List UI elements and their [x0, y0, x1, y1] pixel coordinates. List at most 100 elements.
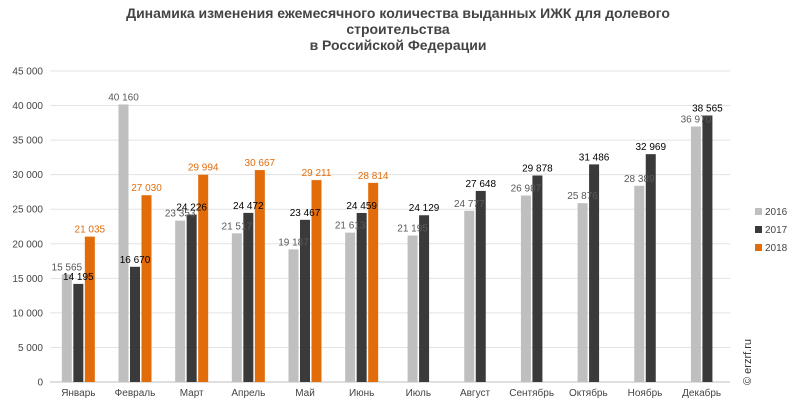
- legend-swatch-2017: [755, 226, 762, 233]
- legend: 2016 2017 2018: [755, 207, 788, 254]
- chart-title-line: Динамика изменения ежемесячного количест…: [126, 5, 670, 21]
- bar-2016: [175, 220, 186, 382]
- data-label-2018: 27 030: [131, 183, 162, 194]
- data-label-2017: 31 486: [579, 152, 610, 163]
- data-label-2018: 29 994: [188, 163, 219, 174]
- x-tick-label: Март: [180, 388, 204, 399]
- gridlines: [50, 70, 730, 383]
- data-label-2016: 40 160: [108, 92, 139, 103]
- bar-2018: [198, 174, 209, 382]
- data-label-2016: 24 777: [454, 199, 485, 210]
- data-label-2017: 38 565: [692, 103, 723, 114]
- bar-2017: [532, 175, 543, 382]
- watermark: © erzrf.ru: [742, 339, 754, 385]
- bar-2016: [118, 104, 129, 383]
- x-tick-label: Июнь: [349, 388, 374, 399]
- chart-title: Динамика изменения ежемесячного количест…: [126, 5, 670, 53]
- bar-2016: [464, 210, 475, 382]
- bar-2017: [589, 164, 600, 382]
- bar-2017: [419, 215, 430, 382]
- x-tick-label: Ноябрь: [628, 387, 663, 399]
- data-label-2017: 24 129: [409, 203, 440, 214]
- data-label-2017: 24 472: [233, 201, 264, 212]
- data-label-2017: 14 195: [63, 272, 94, 283]
- bar-2018: [254, 170, 265, 382]
- data-label-2016: 25 876: [567, 191, 598, 202]
- x-tick-label: Август: [460, 388, 491, 399]
- data-label-2017: 29 878: [522, 164, 553, 175]
- bar-2017: [186, 214, 197, 382]
- bar-2016: [288, 249, 299, 382]
- legend-label-2018: 2018: [765, 243, 788, 254]
- y-tick-label: 5 000: [18, 343, 43, 354]
- bar-2016: [407, 235, 418, 382]
- data-label-2016: 23 353: [165, 209, 196, 220]
- bar-2017: [356, 212, 367, 382]
- bar-2017: [130, 266, 140, 382]
- data-label-2016: 19 187: [278, 237, 309, 248]
- bars: [61, 104, 713, 383]
- data-label-2016: 21 195: [397, 224, 428, 235]
- y-tick-label: 35 000: [12, 136, 43, 147]
- data-label-2017: 24 226: [176, 203, 207, 214]
- data-label-2018: 30 667: [245, 158, 276, 169]
- bar-2016: [690, 126, 701, 383]
- x-tick-label: Октябрь: [569, 387, 608, 399]
- bar-2017: [645, 154, 656, 382]
- x-tick-label: Февраль: [115, 388, 156, 399]
- x-tick-label: Июль: [406, 388, 432, 399]
- y-tick-label: 30 000: [12, 170, 43, 181]
- data-label-2017: 24 459: [346, 201, 377, 212]
- x-axis-ticks: Январь Февраль Март Апрель Май Июнь Июль Август…: [61, 387, 721, 399]
- bar-2017: [300, 219, 310, 382]
- y-tick-label: 25 000: [12, 205, 43, 216]
- data-label-2018: 29 211: [302, 168, 332, 179]
- chart-title-line: строительства: [346, 21, 450, 37]
- bar-2018: [311, 180, 322, 382]
- data-label-2016: 36 970: [681, 114, 712, 125]
- bar-2016: [61, 274, 72, 382]
- y-tick-label: 20 000: [12, 239, 43, 250]
- y-tick-label: 40 000: [12, 101, 43, 112]
- x-tick-label: Декабрь: [682, 387, 721, 399]
- legend-swatch-2018: [755, 244, 762, 251]
- bar-2016: [231, 233, 242, 382]
- y-tick-label: 15 000: [12, 274, 43, 285]
- x-tick-label: Январь: [61, 388, 95, 399]
- chart-title-line: в Российской Федерации: [310, 37, 487, 53]
- data-label-2018: 28 814: [358, 171, 389, 182]
- data-label-2017: 32 969: [635, 142, 666, 153]
- legend-label-2016: 2016: [765, 207, 788, 218]
- bar-2018: [84, 236, 95, 382]
- legend-label-2017: 2017: [765, 225, 788, 236]
- data-label-2016: 21 613: [335, 221, 366, 232]
- bar-2018: [368, 182, 379, 382]
- y-tick-label: 10 000: [12, 308, 43, 319]
- bar-2017: [475, 190, 486, 382]
- x-tick-label: Май: [295, 388, 315, 399]
- data-label-2018: 21 035: [75, 225, 106, 236]
- data-label-2016: 28 389: [624, 174, 655, 185]
- bar-2016: [520, 195, 531, 382]
- bar-2016: [345, 232, 356, 382]
- data-label-2017: 27 648: [465, 179, 496, 190]
- x-tick-label: Сентябрь: [509, 387, 554, 399]
- y-tick-label: 0: [37, 378, 43, 389]
- bar-2017: [702, 115, 713, 383]
- data-label-2016: 15 565: [52, 262, 83, 273]
- y-tick-label: 45 000: [12, 67, 43, 78]
- data-label-2017: 16 670: [120, 255, 151, 266]
- data-label-2017: 23 467: [290, 208, 321, 219]
- bar-2016: [577, 203, 588, 382]
- data-label-2016: 26 987: [511, 183, 542, 194]
- bar-2017: [243, 212, 254, 382]
- bar-2016: [634, 185, 645, 382]
- bar-2017: [73, 283, 84, 382]
- x-tick-label: Апрель: [231, 388, 265, 399]
- data-label-2016: 21 517: [222, 221, 253, 232]
- bar-2018: [141, 195, 152, 382]
- y-axis-ticks: 0 5 000 10 000 15 000 20 000 25 000 30 000 35 0…: [12, 67, 43, 389]
- legend-swatch-2016: [755, 208, 762, 215]
